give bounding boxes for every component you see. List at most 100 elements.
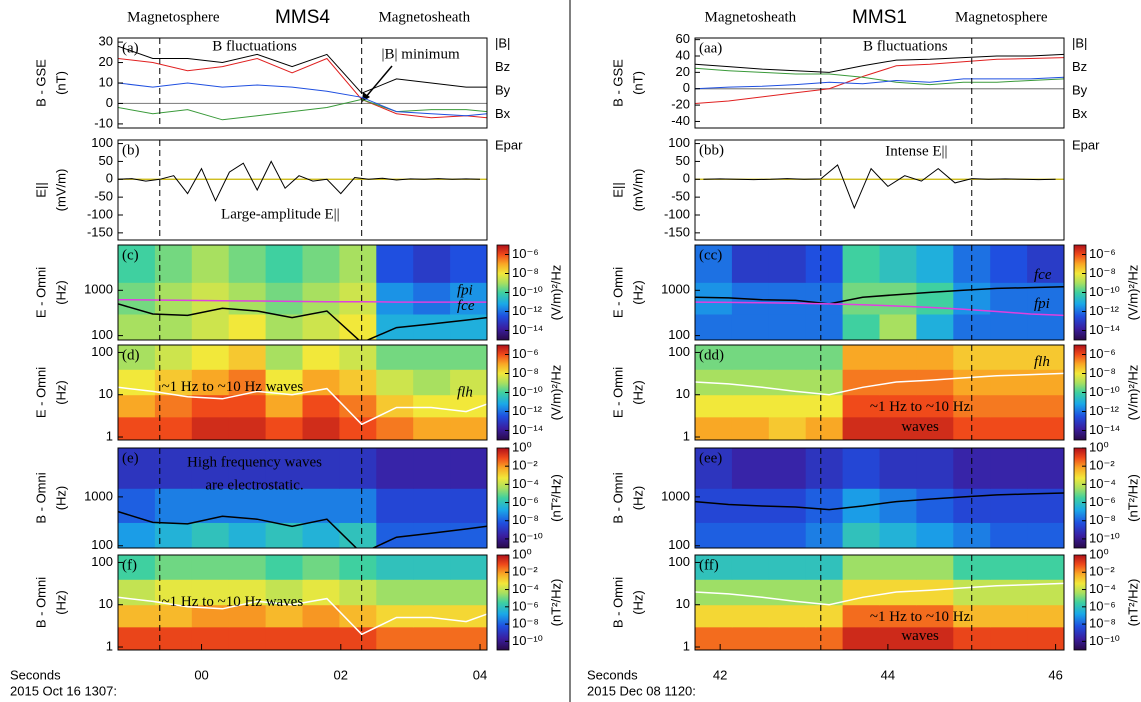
heatmap-cell: [413, 394, 451, 418]
colorbar-tick-label: 10⁻²: [512, 458, 538, 473]
heatmap-cell: [154, 282, 193, 315]
heatmap-cell: [118, 604, 156, 628]
panel-frame: [117, 447, 488, 549]
heatmap-cell: [879, 448, 917, 489]
heatmap-cell: [695, 345, 733, 370]
colorbar-tick-label: 10⁻¹²: [512, 403, 543, 418]
colorbar-tick-label: 10⁻⁶: [1089, 598, 1116, 613]
panel-label: (e): [122, 450, 139, 466]
heatmap-cell: [228, 245, 267, 283]
heatmap-cell: [805, 245, 844, 283]
heatmap-cell: [154, 555, 193, 580]
heatmap-cell: [879, 416, 917, 440]
heatmap-cell: [1027, 555, 1064, 580]
heatmap-cell: [731, 448, 770, 489]
y-tick-label: 100: [668, 537, 690, 552]
y-axis-label: B - Omni: [33, 472, 48, 523]
date-label: 2015 Oct 16 1307:: [10, 683, 117, 698]
colorbar-tick-label: 10⁻⁶: [512, 598, 539, 613]
heatmap-cell: [1027, 448, 1064, 489]
heatmap-cell: [154, 579, 193, 606]
colorbar-tick-label: 10⁰: [512, 546, 532, 561]
heatmap-cell: [265, 345, 303, 370]
panel-frame: [694, 344, 1065, 441]
colorbar-tick-label: 10⁻⁴: [512, 476, 539, 491]
heatmap-cell: [695, 488, 733, 523]
panel-label: (a): [122, 40, 139, 56]
heatmap-cell: [228, 394, 267, 418]
y-axis-label: (Hz): [53, 486, 68, 511]
heatmap-cell: [695, 394, 733, 418]
heatmap-cell: [805, 313, 844, 340]
plot-area: [695, 245, 1064, 340]
overlay-line: [118, 386, 487, 426]
heatmap-cell: [265, 369, 303, 396]
heatmap-cell: [842, 416, 880, 440]
colorbar-tick-label: 10⁻⁸: [512, 265, 539, 280]
heatmap-cell: [450, 488, 487, 523]
heatmap-cell: [265, 522, 303, 548]
heatmap-cell: [879, 282, 917, 315]
heatmap-cell: [265, 579, 303, 606]
heatmap-cell: [768, 604, 807, 628]
heatmap-cell: [990, 369, 1028, 396]
panel-label: (b): [122, 142, 140, 158]
heatmap-cell: [154, 522, 193, 548]
heatmap-cell: [916, 369, 954, 396]
heatmap-cell: [695, 448, 733, 489]
panel-label: (ff): [699, 557, 719, 573]
panel-frame: [694, 244, 1065, 341]
heatmap-cell: [805, 282, 844, 315]
chart-title: MMS1: [852, 7, 907, 28]
heatmap-cell: [302, 369, 340, 396]
heatmap-cell: [768, 416, 807, 440]
heatmap-cell: [990, 522, 1028, 548]
x-tick-label: 04: [473, 667, 487, 682]
annotation: B fluctuations: [863, 38, 948, 54]
heatmap-cell: [1027, 345, 1064, 370]
heatmap-cell: [265, 626, 303, 650]
heatmap-cell: [879, 394, 917, 418]
heatmap-cell: [118, 522, 156, 548]
heatmap-cell: [990, 555, 1028, 580]
legend-entry: Bz: [495, 59, 510, 74]
colorbar-tick-label: 10⁰: [512, 439, 532, 454]
colorbar-tick-label: 10⁻²: [1089, 458, 1115, 473]
heatmap-cell: [376, 626, 414, 650]
legend-entry: |B|: [1072, 35, 1087, 50]
date-label: 2015 Dec 08 1120:: [587, 683, 696, 698]
y-axis-label: (Hz): [53, 280, 68, 305]
heatmap-cell: [413, 369, 451, 396]
overlay-line: [118, 298, 487, 303]
colorbar-label: (nT²/Hz): [548, 579, 563, 627]
heatmap-cell: [879, 313, 917, 340]
y-tick-label: 30: [99, 34, 113, 49]
heatmap-cell: [695, 604, 733, 628]
heatmap-cell: [450, 245, 487, 283]
heatmap-cell: [842, 313, 880, 340]
plot-area: [695, 53, 1064, 104]
heatmap-cell: [191, 282, 230, 315]
colorbar-label: (nT²/Hz): [1125, 579, 1140, 627]
heatmap-cell: [842, 394, 880, 418]
heatmap-cell: [1027, 626, 1064, 650]
panel-label: (aa): [699, 40, 722, 56]
heatmap-cell: [376, 369, 414, 396]
heatmap-cell: [731, 522, 770, 548]
heatmap-cell: [695, 245, 733, 283]
heatmap-cell: [228, 604, 267, 628]
heatmap-cell: [916, 448, 954, 489]
y-tick-label: 100: [668, 327, 690, 342]
annotation: B fluctuations: [212, 38, 297, 54]
heatmap-cell: [339, 522, 377, 548]
heatmap-cell: [768, 626, 807, 650]
y-tick-label: 1: [106, 428, 113, 443]
heatmap-cell: [842, 448, 880, 489]
heatmap-cell: [731, 369, 770, 396]
heatmap-cell: [768, 313, 807, 340]
annotation: |B| minimum: [382, 47, 460, 63]
colorbar: [496, 554, 510, 651]
heatmap-cell: [154, 369, 193, 396]
heatmap-cell: [731, 313, 770, 340]
colorbar-label: (V/m)²/Hz: [1125, 365, 1140, 421]
